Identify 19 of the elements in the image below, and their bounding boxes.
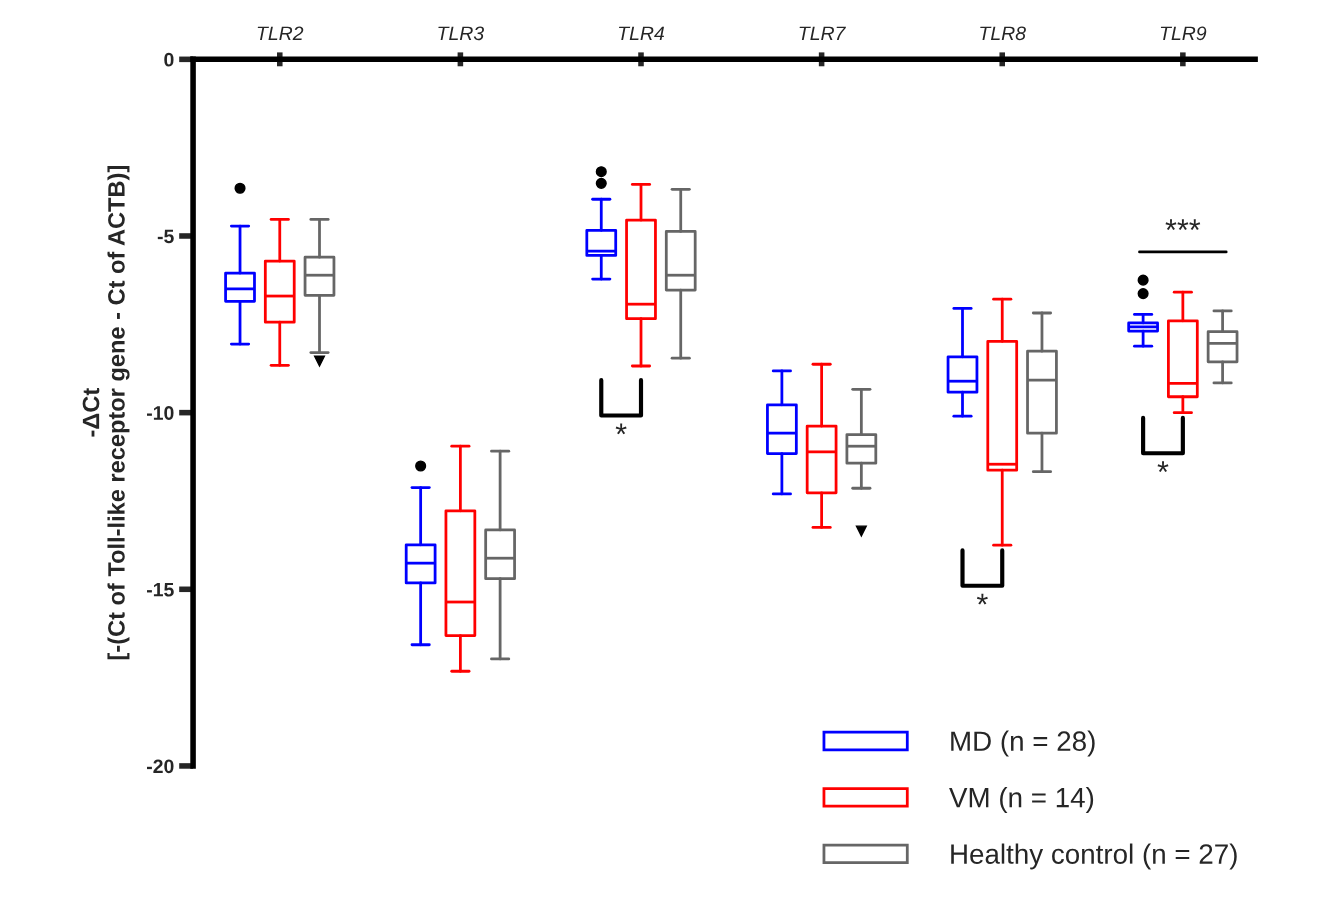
legend-label: VM (n = 14) (949, 787, 1094, 813)
legend-label: Healthy control (n = 27) (951, 843, 1237, 870)
y-tick-label: -5 (157, 229, 174, 244)
x-tick-label: TLR2 (257, 26, 304, 41)
x-tick-label: TLR8 (980, 26, 1026, 41)
y-axis-title: -ΔCt [-(Ct of Toll-like receptor gene - Ct of ACTB)] (82, 166, 130, 660)
y-tick-label: -15 (146, 582, 174, 597)
annotation: * (976, 593, 988, 605)
x-tick-label: TLR3 (438, 26, 484, 41)
annotation: * (1157, 461, 1169, 473)
annotation: * (615, 423, 627, 435)
y-tick-label: 0 (164, 52, 174, 67)
legend-label: MD (n = 28) (951, 730, 1095, 757)
x-tick-label: TLR4 (618, 26, 665, 41)
y-tick-label: -20 (146, 759, 174, 774)
x-tick-label: TLR7 (799, 26, 846, 41)
annotation: *** (1165, 219, 1201, 231)
y-tick-label: -10 (146, 406, 174, 420)
x-tick-label: TLR9 (1160, 26, 1207, 41)
